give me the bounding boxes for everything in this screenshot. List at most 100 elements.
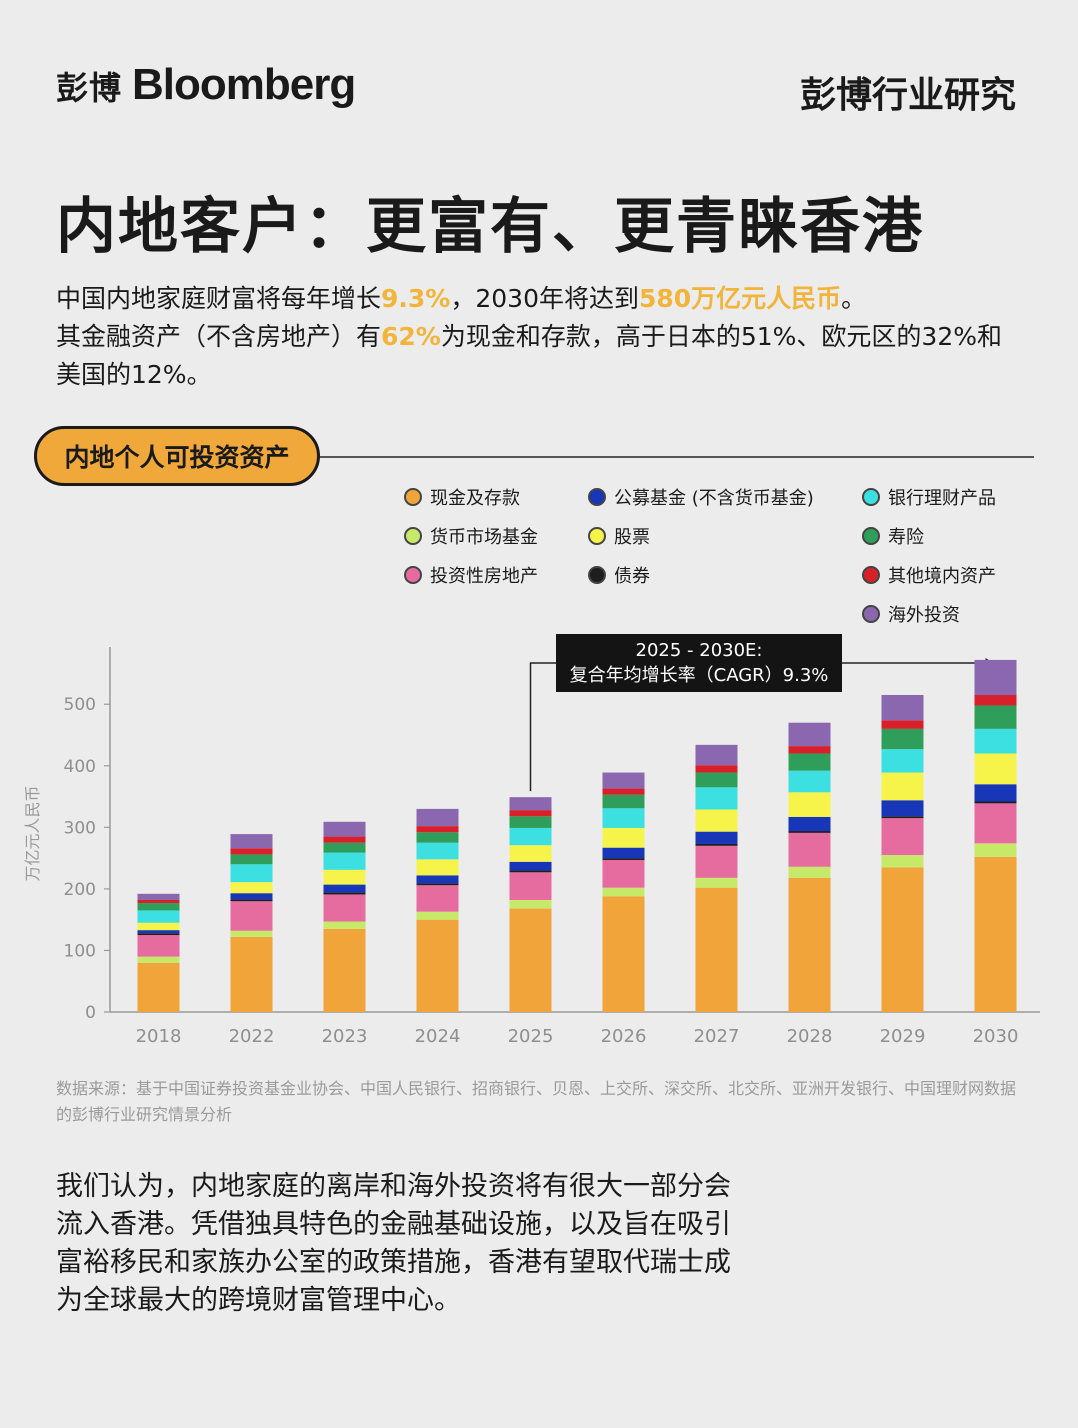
bar-segment	[695, 772, 738, 788]
legend-item: 公募基金 (不含货币基金)	[588, 484, 814, 510]
bar-segment	[695, 831, 738, 844]
bar-segment	[416, 875, 459, 884]
bar-segment	[602, 887, 645, 897]
bar-segment	[230, 899, 273, 902]
legend-swatch	[588, 566, 606, 584]
bar-segment	[788, 753, 831, 771]
bar-stack-2018	[137, 893, 180, 1012]
legend-label: 海外投资	[888, 605, 960, 626]
bar-segment	[788, 722, 831, 747]
bar-segment	[788, 792, 831, 817]
bar-segment	[788, 877, 831, 1012]
bar-segment	[602, 858, 645, 860]
bar-segment	[137, 903, 180, 911]
bar-stack-2029	[881, 695, 924, 1012]
bar-segment	[881, 772, 924, 801]
y-tick-label: 0	[85, 1003, 96, 1023]
intro-highlight-growth: 9.3%	[381, 284, 451, 313]
bar-segment	[974, 659, 1017, 696]
bar-segment	[416, 919, 459, 1012]
bar-segment	[137, 930, 180, 934]
bar-stack-2022	[230, 834, 273, 1012]
y-tick-label: 500	[64, 695, 96, 715]
bar-segment	[881, 800, 924, 817]
legend-label: 其他境内资产	[888, 566, 996, 587]
bar-segment	[137, 899, 180, 904]
intro-text-2: ，2030年将达到	[450, 284, 639, 313]
bar-segment	[137, 910, 180, 923]
x-tick-label: 2027	[694, 1026, 740, 1047]
bar-segment	[509, 810, 552, 817]
callout-line-2: 复合年均增长率（CAGR）9.3%	[569, 665, 829, 686]
bar-segment	[230, 848, 273, 855]
section-divider	[320, 456, 1034, 458]
bar-segment	[602, 772, 645, 789]
legend-swatch	[588, 488, 606, 506]
legend-item: 银行理财产品	[862, 484, 996, 510]
intro-highlight-total: 580万亿元人民币	[638, 284, 842, 313]
legend-item: 货币市场基金	[404, 523, 538, 549]
bar-segment	[974, 843, 1017, 857]
bar-segment	[602, 847, 645, 859]
x-tick-label: 2030	[973, 1026, 1019, 1047]
bar-segment	[881, 818, 924, 856]
x-tick-label: 2028	[787, 1026, 833, 1047]
bar-segment	[416, 911, 459, 920]
bar-segment	[230, 864, 273, 883]
stacked-bar-chart: 0 100 200 300 400 500 万亿元人民币 2018 2022 2023 2024 20…	[23, 647, 1040, 1047]
bar-segment	[509, 908, 552, 1012]
bar-segment	[881, 720, 924, 729]
page-title: 内地客户：更富有、更青睐香港	[56, 192, 924, 262]
bar-segment	[230, 936, 273, 1012]
bar-segment	[416, 842, 459, 860]
bar-segment	[416, 859, 459, 876]
bar-segment	[416, 832, 459, 843]
y-tick-label: 100	[64, 941, 96, 961]
x-tick-label: 2018	[136, 1026, 182, 1047]
logo-en-text: Bloomberg	[132, 60, 356, 109]
bar-segment	[788, 831, 831, 833]
bar-segment	[788, 746, 831, 754]
legend-item: 海外投资	[862, 601, 960, 627]
bar-segment	[695, 744, 738, 766]
bar-segment	[695, 787, 738, 810]
legend-swatch	[404, 566, 422, 584]
callout-line-left	[529, 662, 556, 792]
legend-label: 投资性房地产	[430, 566, 538, 587]
bar-segment	[230, 893, 273, 900]
bar-segment	[323, 884, 366, 893]
bar-segment	[137, 935, 180, 957]
legend-label: 货币市场基金	[430, 527, 538, 548]
legend-label: 债券	[614, 566, 650, 587]
bar-segment	[881, 867, 924, 1012]
y-tick-label: 200	[64, 880, 96, 900]
bar-segment	[695, 887, 738, 1012]
bar-segment	[974, 803, 1017, 844]
bar-segment	[695, 845, 738, 878]
bar-segment	[602, 859, 645, 888]
bar-segment	[137, 933, 180, 936]
bar-segment	[881, 855, 924, 868]
bar-segment	[323, 892, 366, 895]
bar-segment	[695, 877, 738, 888]
data-source-note: 数据来源：基于中国证券投资基金业协会、中国人民银行、招商银行、贝恩、上交所、深交…	[56, 1079, 1017, 1124]
bar-segment	[695, 765, 738, 773]
x-tick-label: 2029	[880, 1026, 926, 1047]
bar-segment	[788, 832, 831, 867]
legend-label: 寿险	[888, 527, 924, 548]
bar-segment	[974, 753, 1017, 785]
bar-segment	[881, 695, 924, 721]
bar-segment	[323, 852, 366, 870]
intro-text-3: 。	[841, 284, 867, 313]
intro-text-4: 其金融资产（不含房地产）有	[56, 322, 382, 351]
bar-segment	[602, 794, 645, 809]
bar-segment	[509, 845, 552, 862]
bar-segment	[137, 922, 180, 931]
legend-item: 债券	[588, 562, 650, 588]
y-axis-label: 万亿元人民币	[23, 785, 42, 881]
bar-segment	[416, 826, 459, 833]
legend-item: 投资性房地产	[404, 562, 538, 588]
intro-highlight-share: 62%	[381, 322, 441, 351]
bar-segment	[323, 836, 366, 843]
conclusion-paragraph: 我们认为，内地家庭的离岸和海外投资将有很大一部分会流入香港。凭借独具特色的金融基…	[56, 1171, 731, 1316]
